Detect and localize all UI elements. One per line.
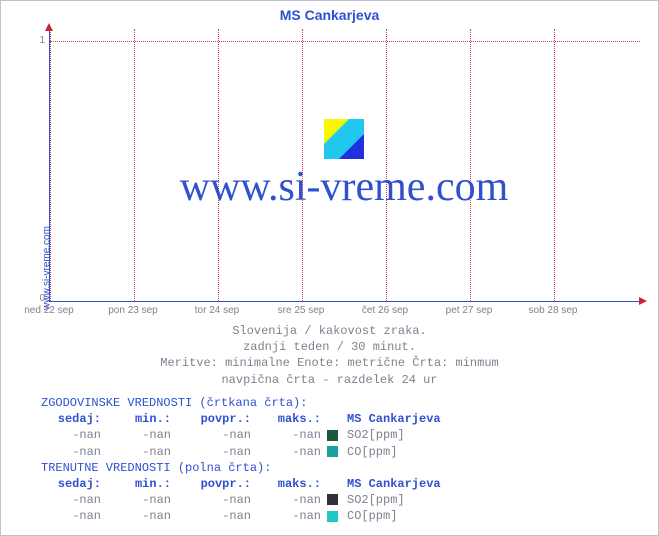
chart-title: MS Cankarjeva [1, 1, 658, 23]
chart-container: www.si-vreme.com MS Cankarjeva 0 1 ned 2… [0, 0, 659, 536]
table-row: -nan-nan-nan-nanSO2[ppm] [41, 427, 441, 443]
gridline-v [134, 29, 135, 301]
gridline-v [386, 29, 387, 301]
x-tick-label: čet 26 sep [362, 305, 408, 316]
table-row: -nan-nan-nan-nanCO[ppm] [41, 508, 441, 524]
x-tick-label: ned 22 sep [24, 305, 74, 316]
gridline-v [218, 29, 219, 301]
y-tick-label: 0 [31, 293, 45, 304]
caption-line: zadnji teden / 30 minut. [1, 339, 658, 355]
table-header: sedaj:min.:povpr.:maks.:MS Cankarjeva [41, 476, 441, 492]
y-tick-label: 1 [31, 35, 45, 46]
table-row: -nan-nan-nan-nanCO[ppm] [41, 444, 441, 460]
plot-area [49, 29, 640, 302]
x-tick-label: tor 24 sep [195, 305, 239, 316]
gridline-v [50, 29, 51, 301]
historic-title: ZGODOVINSKE VREDNOSTI (črtkana črta): [41, 395, 441, 411]
table-header: sedaj:min.:povpr.:maks.:MS Cankarjeva [41, 411, 441, 427]
caption-line: Slovenija / kakovost zraka. [1, 323, 658, 339]
x-tick-label: pon 23 sep [108, 305, 158, 316]
x-tick-label: sob 28 sep [529, 305, 578, 316]
legend-swatch-icon [327, 494, 338, 505]
gridline-h [50, 41, 640, 42]
chart-caption: Slovenija / kakovost zraka. zadnji teden… [1, 323, 658, 388]
x-tick-label: pet 27 sep [446, 305, 493, 316]
gridline-v [470, 29, 471, 301]
legend-swatch-icon [327, 446, 338, 457]
current-title: TRENUTNE VREDNOSTI (polna črta): [41, 460, 441, 476]
legend-swatch-icon [327, 430, 338, 441]
caption-line: Meritve: minimalne Enote: metrične Črta:… [1, 355, 658, 371]
gridline-v [302, 29, 303, 301]
x-axis-arrow [639, 297, 647, 305]
x-tick-label: sre 25 sep [278, 305, 325, 316]
table-row: -nan-nan-nan-nanSO2[ppm] [41, 492, 441, 508]
y-axis-arrow [45, 23, 53, 31]
data-tables: ZGODOVINSKE VREDNOSTI (črtkana črta): se… [41, 395, 441, 525]
legend-swatch-icon [327, 511, 338, 522]
caption-line: navpična črta - razdelek 24 ur [1, 372, 658, 388]
gridline-v [554, 29, 555, 301]
